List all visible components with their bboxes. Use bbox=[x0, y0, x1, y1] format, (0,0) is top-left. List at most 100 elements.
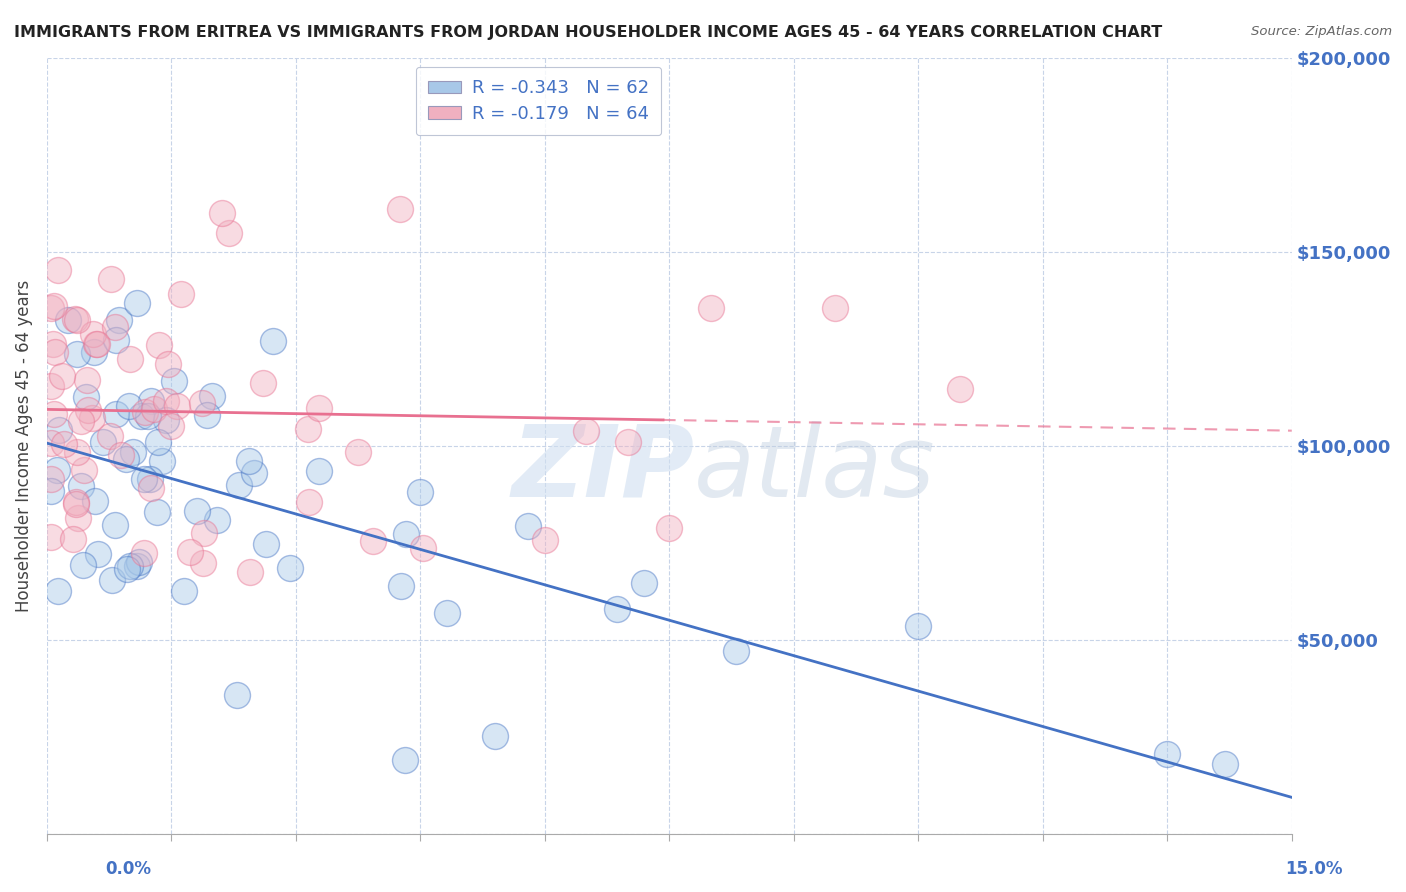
Point bbox=[58, 313, 80, 327]
Point bbox=[66, 511, 89, 525]
Point bbox=[278, 561, 301, 575]
Point bbox=[218, 227, 240, 241]
Point bbox=[39, 435, 62, 450]
Point bbox=[39, 530, 62, 544]
Point bbox=[205, 513, 228, 527]
Point bbox=[252, 376, 274, 390]
Point bbox=[724, 644, 747, 658]
Point bbox=[84, 493, 107, 508]
Point bbox=[633, 575, 655, 590]
Point bbox=[170, 287, 193, 301]
Point bbox=[136, 409, 159, 423]
Point bbox=[134, 405, 156, 419]
Point bbox=[262, 334, 284, 349]
Point bbox=[118, 559, 141, 574]
Text: 0.0%: 0.0% bbox=[105, 860, 152, 878]
Point bbox=[308, 464, 330, 478]
Point bbox=[658, 521, 681, 535]
Point bbox=[193, 526, 215, 541]
Point bbox=[65, 445, 87, 459]
Point bbox=[1215, 757, 1237, 772]
Point bbox=[118, 399, 141, 413]
Point bbox=[51, 368, 73, 383]
Point bbox=[122, 445, 145, 459]
Point bbox=[83, 345, 105, 359]
Y-axis label: Householder Income Ages 45 - 64 years: Householder Income Ages 45 - 64 years bbox=[15, 280, 32, 612]
Point bbox=[412, 541, 434, 555]
Point bbox=[129, 409, 152, 424]
Point bbox=[105, 333, 128, 347]
Point bbox=[228, 478, 250, 492]
Point bbox=[125, 558, 148, 573]
Point bbox=[907, 619, 929, 633]
Point bbox=[949, 382, 972, 396]
Point bbox=[155, 394, 177, 409]
Point bbox=[139, 394, 162, 409]
Point bbox=[86, 547, 108, 561]
Point bbox=[152, 454, 174, 468]
Point bbox=[824, 301, 846, 316]
Point bbox=[139, 472, 162, 486]
Point bbox=[157, 357, 180, 371]
Point bbox=[254, 537, 277, 551]
Point bbox=[69, 414, 91, 428]
Text: 15.0%: 15.0% bbox=[1285, 860, 1343, 878]
Point bbox=[179, 545, 201, 559]
Point bbox=[66, 313, 89, 327]
Point bbox=[110, 448, 132, 462]
Point bbox=[484, 729, 506, 743]
Text: atlas: atlas bbox=[695, 421, 936, 518]
Point bbox=[163, 374, 186, 388]
Point bbox=[139, 481, 162, 495]
Point bbox=[98, 429, 121, 443]
Point bbox=[143, 401, 166, 416]
Point bbox=[186, 504, 208, 518]
Point bbox=[115, 562, 138, 576]
Point bbox=[100, 271, 122, 285]
Point bbox=[39, 301, 62, 315]
Point bbox=[48, 424, 70, 438]
Point bbox=[80, 410, 103, 425]
Point bbox=[148, 338, 170, 352]
Point bbox=[132, 472, 155, 486]
Point bbox=[191, 556, 214, 570]
Point bbox=[211, 206, 233, 220]
Text: ZIP: ZIP bbox=[512, 421, 695, 518]
Point bbox=[53, 437, 76, 451]
Point bbox=[46, 262, 69, 277]
Legend: R = -0.343   N = 62, R = -0.179   N = 64: R = -0.343 N = 62, R = -0.179 N = 64 bbox=[416, 67, 661, 136]
Text: Source: ZipAtlas.com: Source: ZipAtlas.com bbox=[1251, 25, 1392, 38]
Point bbox=[46, 463, 69, 477]
Point bbox=[65, 312, 87, 326]
Point bbox=[42, 407, 65, 421]
Point bbox=[308, 401, 330, 415]
Point bbox=[155, 413, 177, 427]
Point bbox=[239, 565, 262, 579]
Point bbox=[107, 313, 129, 327]
Point bbox=[395, 526, 418, 541]
Point bbox=[700, 301, 723, 315]
Point bbox=[394, 753, 416, 767]
Point bbox=[517, 519, 540, 533]
Point bbox=[617, 434, 640, 449]
Point bbox=[243, 466, 266, 480]
Point bbox=[46, 583, 69, 598]
Point bbox=[39, 483, 62, 498]
Point bbox=[125, 296, 148, 310]
Point bbox=[160, 419, 183, 434]
Point bbox=[606, 602, 628, 616]
Point bbox=[44, 345, 66, 359]
Point bbox=[225, 688, 247, 702]
Point bbox=[128, 555, 150, 569]
Point bbox=[132, 546, 155, 560]
Point bbox=[73, 463, 96, 477]
Point bbox=[409, 485, 432, 500]
Point bbox=[190, 396, 212, 410]
Point bbox=[84, 337, 107, 351]
Point bbox=[101, 573, 124, 587]
Point bbox=[118, 352, 141, 367]
Point bbox=[166, 399, 188, 413]
Point bbox=[388, 202, 411, 216]
Point bbox=[361, 533, 384, 548]
Point bbox=[575, 424, 598, 438]
